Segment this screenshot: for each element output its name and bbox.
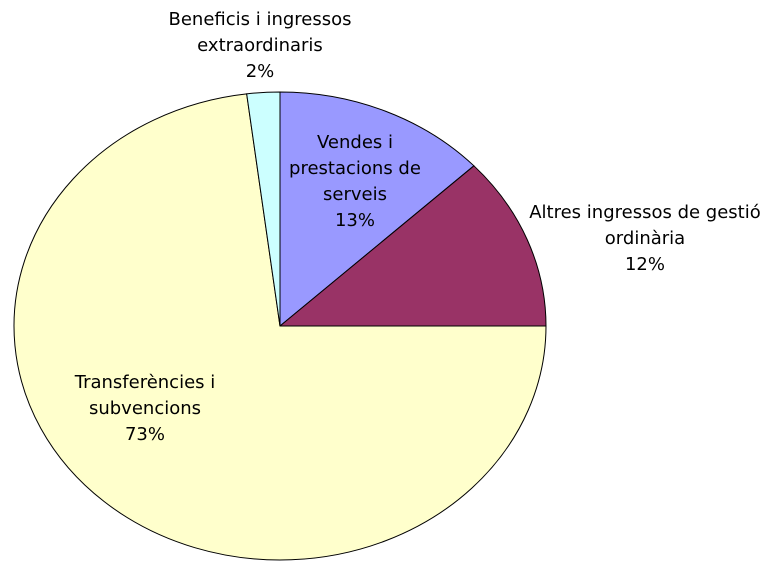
value-label: 12% (624, 254, 665, 275)
slice-label: Vendes i prestacions de serveis 13% (285, 130, 425, 234)
category-name: Beneficis i ingressos extraordinaris (168, 9, 352, 56)
pie-slice (13, 93, 547, 561)
value-label: 13% (334, 210, 375, 231)
pie-slice (279, 91, 475, 328)
pie-slice (278, 165, 547, 327)
category-name: Transferències i subvencions (74, 372, 216, 419)
slice-label: Transferències i subvencions 73% (35, 370, 255, 448)
pie-slice (246, 91, 281, 327)
slice-label: Beneficis i ingressos extraordinaris 2% (115, 7, 405, 85)
category-name: Altres ingressos de gestió ordinària (529, 202, 761, 249)
value-label: 2% (245, 61, 275, 82)
slice-label: Altres ingressos de gestió ordinària 12% (520, 200, 769, 278)
category-name: Vendes i prestacions de serveis (289, 132, 421, 205)
value-label: 73% (124, 424, 165, 445)
